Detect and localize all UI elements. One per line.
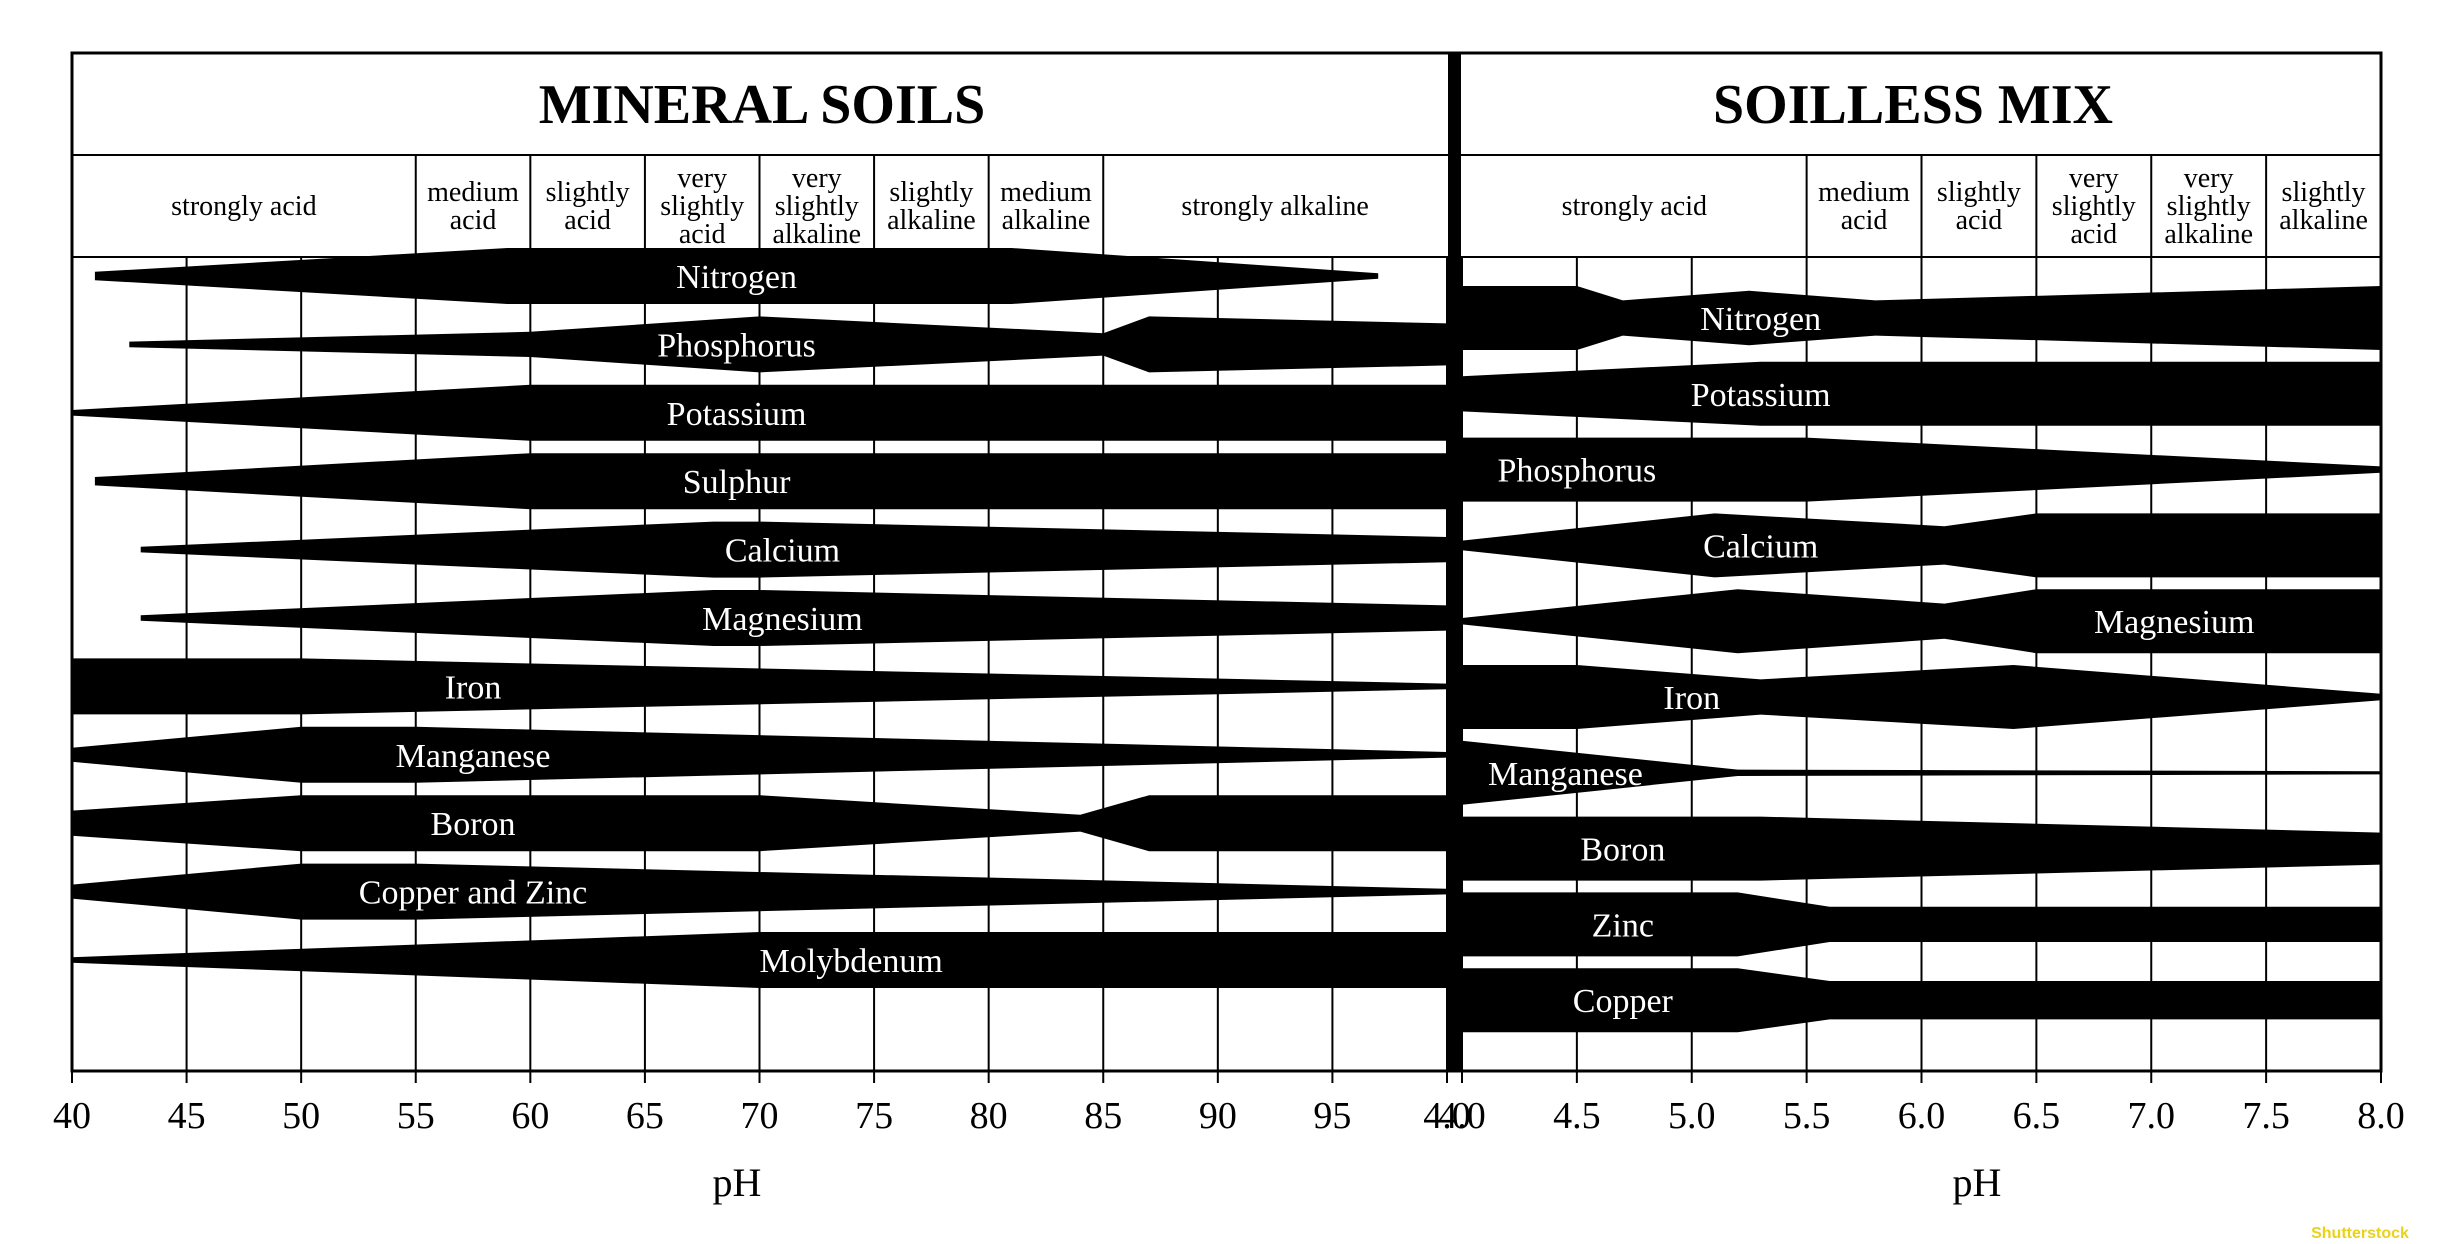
soilless-mix-x-ticks: 4.0 4.5 5.0 5.5 6.0 6.5 7.0 7.5 8.0 [1438,1071,2405,1137]
mineral-soils-title: MINERAL SOILS [539,74,986,136]
band-manganese [1462,740,2381,805]
band-potassium [1462,361,2381,426]
band-label-calcium: Calcium [725,533,840,570]
tick-label: 90 [1199,1095,1237,1137]
band-phosphorus [1462,437,2381,502]
tick-label: 40 [53,1095,91,1137]
band-label-nitrogen: Nitrogen [1700,301,1821,338]
band-calcium [1462,513,2381,578]
mineral-soils-category-row: strongly acid medium acid slightly acid very s… [171,155,1369,257]
band-molybdenum [72,932,1447,988]
category-label-slightly-alkaline: slightly alkaline [887,177,976,236]
category-label-slightly-acid: slightly acid [546,177,630,236]
tick-label: 4.0 [1438,1095,1486,1137]
tick-label: 4.5 [1553,1095,1601,1137]
category-label-medium-acid: medium acid [1818,177,1910,236]
tick-label: 6.5 [2013,1095,2061,1137]
band-potassium [72,384,1447,441]
tick-label: 6.0 [1898,1095,1946,1137]
band-label-calcium: Calcium [1703,528,1818,565]
category-label-very-slightly-alkaline: very slightly alkaline [772,163,861,250]
band-sulphur [94,453,1447,510]
tick-label: 80 [970,1095,1008,1137]
tick-label: 8.0 [2357,1095,2405,1137]
band-label-iron: Iron [445,669,502,706]
band-copper-and-zinc [72,863,1447,920]
soilless-mix-title: SOILLESS MIX [1713,74,2113,136]
category-label-very-slightly-alkaline: very slightly alkaline [2164,163,2253,250]
band-label-phosphorus: Phosphorus [1498,453,1657,490]
category-label-slightly-acid: slightly acid [1937,177,2021,236]
tick-label: 85 [1084,1095,1122,1137]
soilless-mix-x-axis-label: pH [1953,1160,2002,1205]
band-label-magnesium: Magnesium [2094,604,2255,641]
category-label-strongly-alkaline: strongly alkaline [1181,191,1368,222]
band-label-magnesium: Magnesium [702,601,863,638]
band-label-copper: Copper [1573,983,1674,1020]
band-copper [1462,968,2381,1033]
band-label-iron: Iron [1663,680,1720,717]
tick-label: 5.0 [1668,1095,1716,1137]
tick-label: 70 [741,1095,779,1137]
category-label-medium-alkaline: medium alkaline [1000,177,1092,236]
band-iron [1462,665,2381,729]
band-nitrogen [94,248,1379,304]
frame-border [70,51,2383,1073]
band-magnesium [140,590,1448,646]
band-label-zinc: Zinc [1592,907,1654,944]
band-nitrogen [1462,286,2381,350]
soilless-mix-bands: Nitrogen Potassium Phosphorus Calcium Magnes… [1462,286,2381,1033]
band-label-copper-and-zinc: Copper and Zinc [359,875,588,912]
band-boron [72,795,1447,852]
band-label-molybdenum: Molybdenum [760,943,943,980]
band-label-potassium: Potassium [667,396,807,433]
mineral-soils-x-axis-label: pH [713,1160,762,1205]
tick-label: 65 [626,1095,664,1137]
category-label-strongly-acid: strongly acid [1562,191,1707,222]
band-phosphorus [129,316,1447,373]
band-label-boron: Boron [1580,832,1665,869]
chart-frame [70,51,2383,1073]
band-label-manganese: Manganese [396,738,551,775]
tick-label: 45 [168,1095,206,1137]
tick-label: 60 [511,1095,549,1137]
tick-label: 7.5 [2242,1095,2290,1137]
band-label-nitrogen: Nitrogen [676,259,797,296]
category-label-medium-acid: medium acid [427,177,519,236]
mineral-soils-bands: Nitrogen Phosphorus Potassium Sulphur Calciu… [72,248,1448,988]
category-label-very-slightly-acid: very slightly acid [660,163,744,250]
band-iron [72,658,1447,715]
band-label-manganese: Manganese [1488,756,1643,793]
band-boron [1462,816,2381,881]
category-label-very-slightly-acid: very slightly acid [2052,163,2136,250]
soilless-mix-category-row: strongly acid medium acid slightly acid very s… [1562,155,2368,257]
tick-label: 75 [855,1095,893,1137]
panel-separator [1448,53,1461,1071]
category-label-slightly-alkaline: slightly alkaline [2279,177,2368,236]
band-label-boron: Boron [431,806,516,843]
tick-label: 95 [1313,1095,1351,1137]
tick-label: 5.5 [1783,1095,1831,1137]
band-zinc [1462,892,2381,957]
band-manganese [72,726,1447,783]
band-label-potassium: Potassium [1691,377,1831,414]
mineral-soils-x-ticks: 40 45 50 55 60 65 70 75 80 85 90 95 4.0 [53,1071,1471,1137]
tick-label: 7.0 [2128,1095,2176,1137]
band-calcium [140,521,1448,578]
band-label-sulphur: Sulphur [683,464,791,501]
band-label-phosphorus: Phosphorus [657,327,816,364]
mineral-soils-panel: MINERAL SOILS strongly acid medium acid sli… [53,74,1471,1205]
watermark: Shutterstock [2311,1225,2409,1242]
tick-label: 4.0 [1423,1095,1471,1137]
band-magnesium [1462,589,2381,654]
tick-label: 50 [282,1095,320,1137]
category-label-strongly-acid: strongly acid [171,191,316,222]
tick-label: 55 [397,1095,435,1137]
soilless-mix-panel: SOILLESS MIX strongly acid medium acid slig… [1438,74,2405,1205]
